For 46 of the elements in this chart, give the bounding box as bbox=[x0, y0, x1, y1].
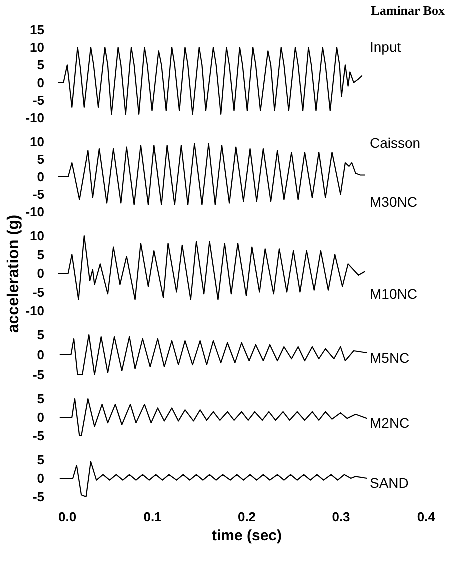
y-tick-label: 10 bbox=[30, 134, 44, 150]
line-series bbox=[59, 461, 368, 498]
y-tick-label: 0 bbox=[37, 75, 44, 90]
x-tick-label: 0.3 bbox=[332, 510, 350, 524]
x-tick-label: 0.4 bbox=[417, 510, 436, 524]
y-tick-label: 10 bbox=[30, 40, 44, 56]
y-tick-label: 0 bbox=[37, 410, 44, 425]
line-series bbox=[57, 235, 366, 300]
y-tick-label: 5 bbox=[37, 328, 44, 342]
y-tick-label: -5 bbox=[32, 187, 44, 202]
y-tick-label: -5 bbox=[32, 368, 44, 382]
y-tick-label: 5 bbox=[37, 247, 44, 262]
y-tick-label: -10 bbox=[26, 204, 44, 220]
line-series bbox=[57, 143, 366, 206]
y-tick-label: 0 bbox=[37, 348, 44, 362]
line-series bbox=[59, 398, 368, 437]
y-tick-label: 5 bbox=[37, 58, 44, 73]
y-tick-label: -10 bbox=[26, 304, 44, 318]
y-tick-label: -5 bbox=[32, 428, 44, 444]
x-tick-label: 0.1 bbox=[144, 510, 162, 524]
chart-title: Laminar Box bbox=[371, 3, 446, 18]
x-tick-label: 0.0 bbox=[58, 510, 77, 524]
series-label: M30NC bbox=[370, 194, 418, 210]
series-label: M5NC bbox=[370, 350, 410, 366]
annotation: Caisson bbox=[370, 135, 421, 151]
series-label: M10NC bbox=[370, 286, 418, 302]
y-tick-label: 0 bbox=[37, 471, 44, 486]
y-tick-label: 10 bbox=[30, 228, 44, 244]
line-series bbox=[57, 47, 363, 116]
y-tick-label: 5 bbox=[37, 152, 44, 167]
series-label: M2NC bbox=[370, 415, 410, 431]
y-tick-label: -5 bbox=[32, 92, 44, 108]
y-tick-label: 5 bbox=[37, 452, 44, 468]
y-tick-label: 5 bbox=[37, 392, 44, 406]
y-tick-label: 15 bbox=[30, 22, 44, 38]
line-series bbox=[59, 334, 368, 376]
x-axis-title: time (sec) bbox=[212, 528, 282, 544]
y-tick-label: -5 bbox=[32, 284, 44, 300]
y-tick-label: -5 bbox=[32, 490, 44, 504]
y-tick-label: -10 bbox=[26, 110, 44, 126]
series-label: Input bbox=[370, 39, 402, 55]
y-axis-title: acceleration (g) bbox=[6, 214, 23, 334]
series-label: SAND bbox=[370, 475, 409, 491]
y-tick-label: 0 bbox=[37, 266, 44, 281]
x-tick-label: 0.2 bbox=[238, 510, 256, 524]
y-tick-label: 0 bbox=[37, 170, 44, 184]
